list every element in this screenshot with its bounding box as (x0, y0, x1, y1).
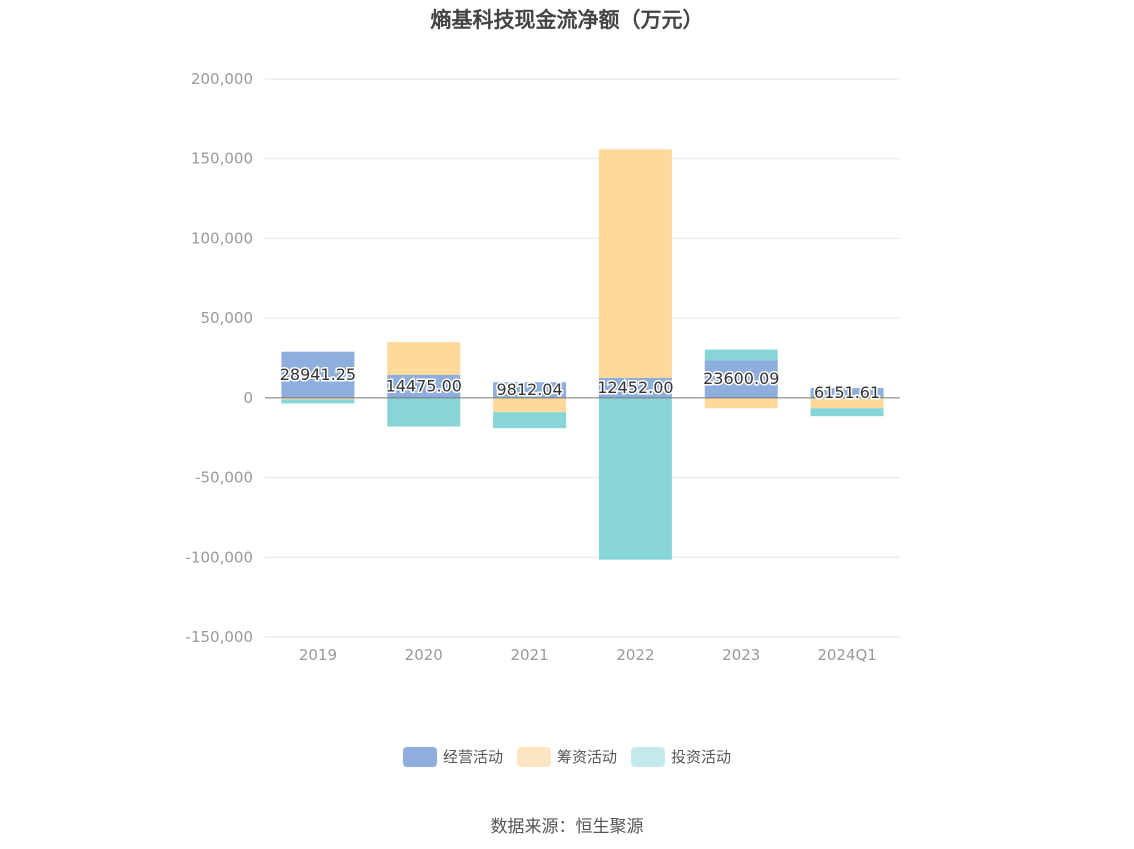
y-tick-label: 200,000 (191, 70, 253, 88)
bar-investing (493, 412, 567, 429)
bar-investing (281, 399, 355, 404)
bar-operating (598, 378, 672, 398)
data-label: 12452.00 (597, 378, 673, 397)
bar-operating (810, 388, 884, 398)
legend-swatch-operating (402, 746, 437, 767)
bar-financing (387, 342, 461, 375)
data-label: 9812.04 (496, 380, 562, 399)
y-tick-label: 100,000 (191, 229, 253, 247)
data-label: 6151.61 (814, 383, 880, 402)
bar-financing (281, 397, 355, 400)
chart-canvas: 200,000 150,000 100,000 50,000 0 -50,000 -100,… (186, 70, 900, 664)
bar-investing (810, 408, 884, 417)
data-label: 28941.25 (280, 365, 356, 384)
bar-financing (493, 397, 567, 413)
bar-financing (704, 397, 778, 409)
bar-operating (493, 382, 567, 398)
bar-operating (704, 360, 778, 398)
source-note: 数据来源：恒生聚源 (490, 817, 644, 837)
bar-financing (810, 397, 884, 409)
legend-swatch-investing (631, 746, 665, 767)
y-tick-label: -150,000 (186, 628, 253, 646)
bar-operating (387, 374, 461, 398)
chart-title: 熵基科技现金流净额（万元） (430, 8, 704, 32)
legend-label-financing: 筹资活动 (556, 748, 617, 766)
bar-operating (281, 351, 355, 398)
legend-swatch-financing (516, 746, 551, 767)
legend-label-investing: 投资活动 (671, 748, 732, 766)
legend-item-operating[interactable]: 经营活动 (402, 746, 503, 767)
x-tick-label: 2023 (722, 646, 760, 664)
legend-label-operating: 经营活动 (442, 748, 503, 766)
y-tick-label: -50,000 (195, 469, 253, 487)
x-tick-label: 2021 (510, 646, 548, 664)
y-tick-label: 150,000 (191, 150, 253, 168)
x-tick-label: 2024Q1 (817, 646, 877, 664)
legend: 经营活动 筹资活动 投资活动 (0, 746, 1134, 767)
x-tick-label: 2022 (616, 646, 654, 664)
x-tick-label: 2020 (405, 646, 443, 664)
y-tick-label: -100,000 (186, 548, 253, 566)
bar-financing (598, 149, 672, 379)
y-tick-label: 50,000 (201, 309, 254, 327)
data-label: 23600.09 (703, 369, 779, 388)
legend-item-financing[interactable]: 筹资活动 (516, 746, 617, 767)
bar-investing (598, 397, 672, 560)
y-tick-label: 0 (243, 389, 253, 407)
bar-investing (387, 397, 461, 427)
x-tick-label: 2019 (299, 646, 337, 664)
data-label: 14475.00 (386, 376, 462, 395)
legend-item-investing[interactable]: 投资活动 (631, 746, 731, 767)
bar-investing (704, 349, 778, 361)
